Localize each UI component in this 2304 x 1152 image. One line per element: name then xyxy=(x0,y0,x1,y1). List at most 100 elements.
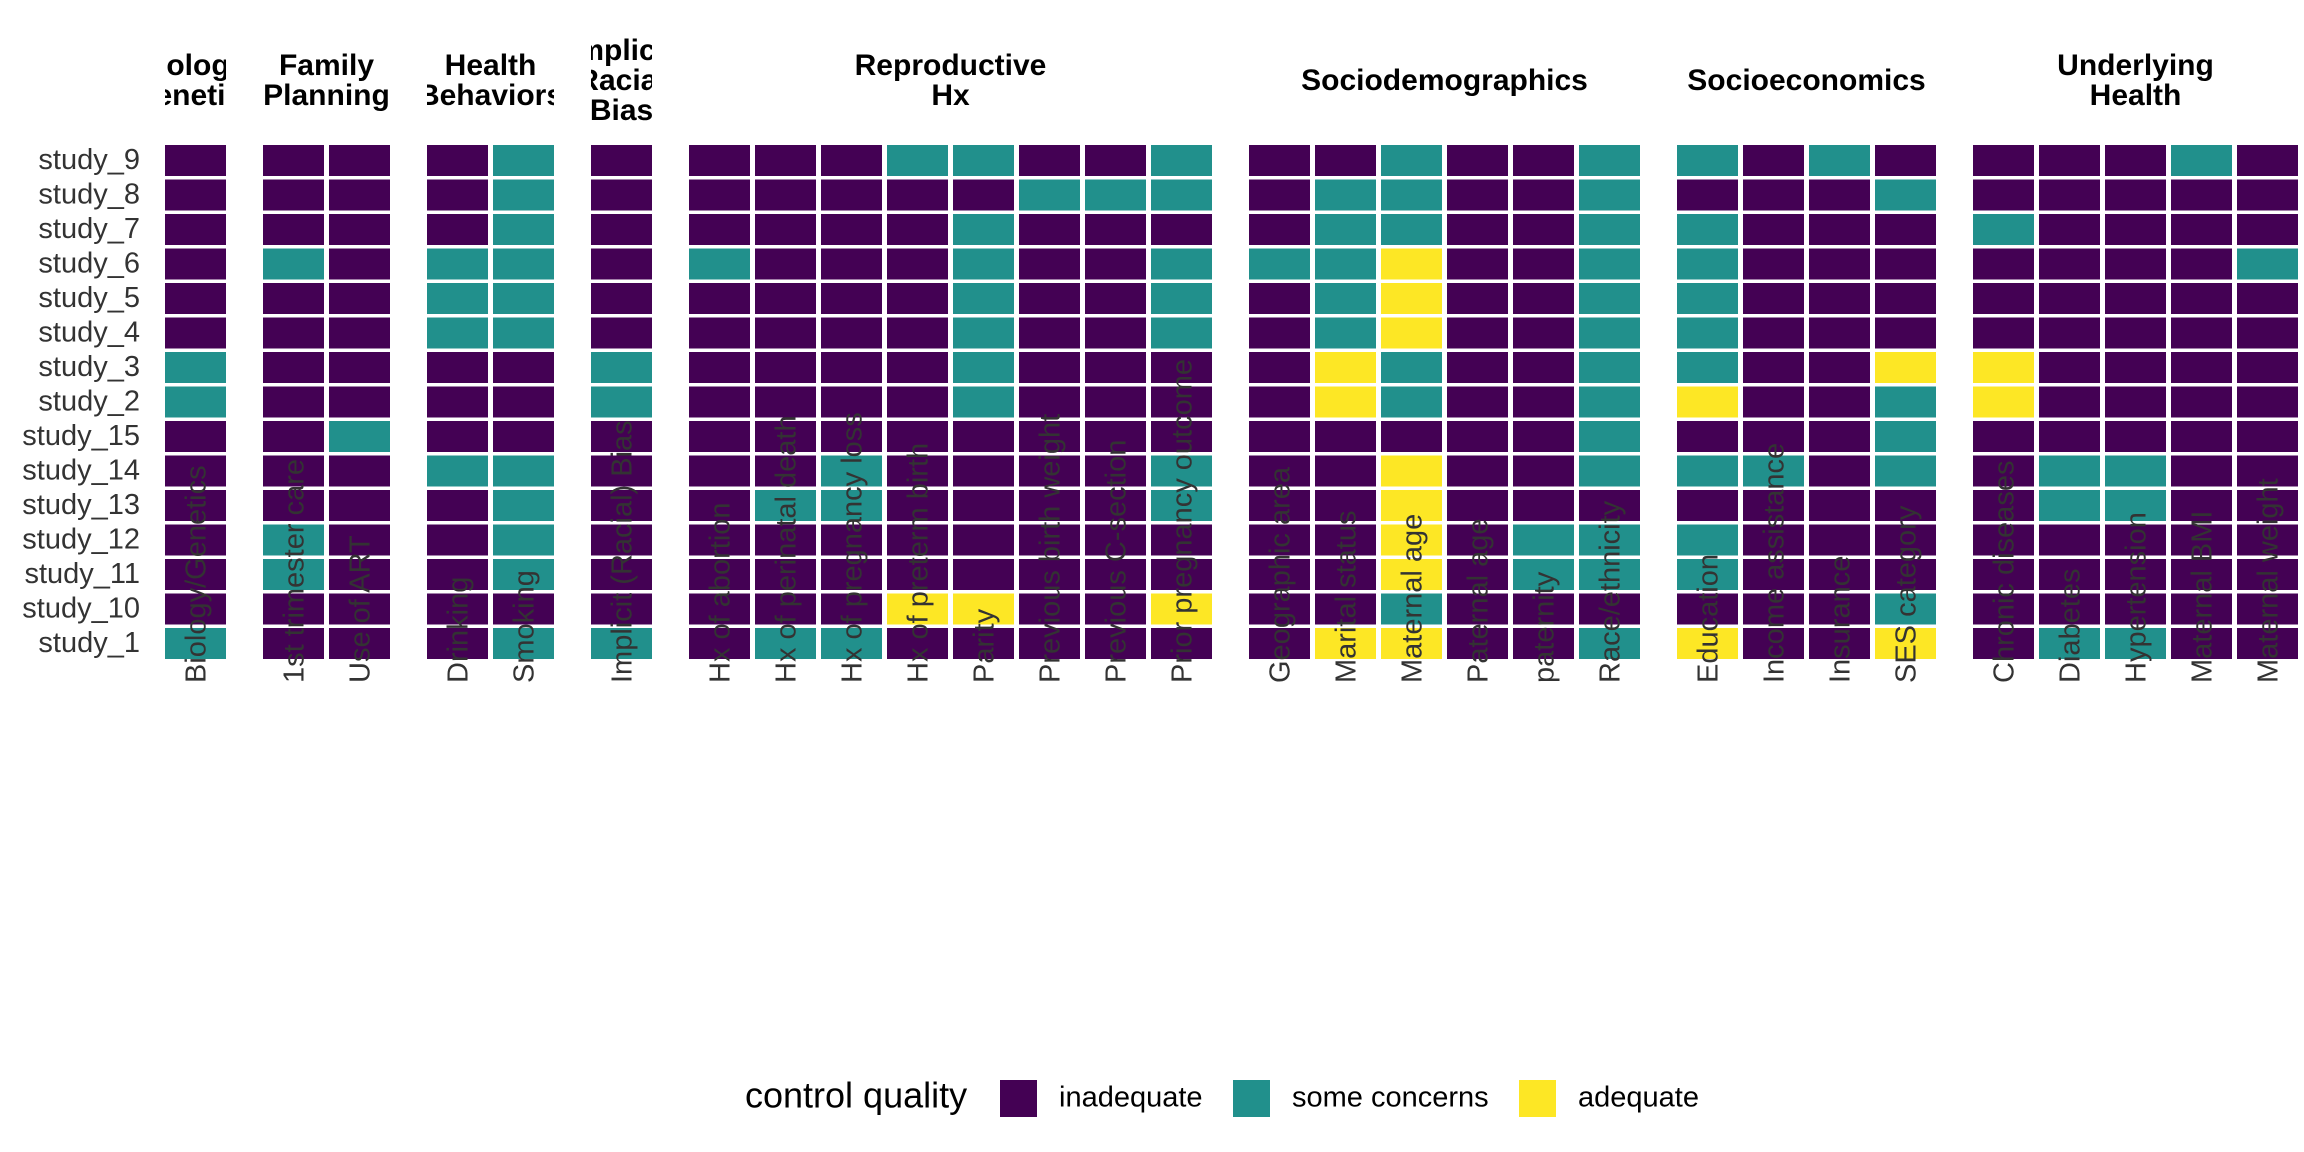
facet-title-line: Socioeconomics xyxy=(1687,64,1925,97)
heatmap-cell xyxy=(1513,214,1574,245)
heatmap-cell xyxy=(689,179,750,211)
heatmap-cell xyxy=(1249,628,1310,659)
heatmap-cell xyxy=(591,214,652,245)
heatmap-cell xyxy=(2237,593,2298,625)
heatmap-cell xyxy=(1513,524,1574,556)
heatmap-cell xyxy=(953,145,1014,176)
legend-label: inadequate xyxy=(1059,1082,1203,1114)
column-label-use-of-art: Use of ART xyxy=(345,535,377,683)
heatmap-cell xyxy=(1019,524,1080,556)
heatmap-cell xyxy=(263,248,324,280)
heatmap-cell xyxy=(1809,559,1870,590)
heatmap-cell xyxy=(591,283,652,314)
heatmap-cell xyxy=(1151,283,1212,314)
facet-title-line: Behaviors xyxy=(418,79,563,112)
heatmap-cell xyxy=(1677,317,1738,349)
heatmap-cell xyxy=(1677,352,1738,383)
heatmap-cell xyxy=(821,145,882,176)
heatmap-cell xyxy=(821,490,882,521)
heatmap-cell xyxy=(1151,455,1212,487)
facet-title-line: Genetics xyxy=(132,79,259,112)
heatmap-cell xyxy=(2039,283,2100,314)
heatmap-cell xyxy=(2237,145,2298,176)
heatmap-cell xyxy=(1513,593,1574,625)
heatmap-cell xyxy=(493,490,554,521)
heatmap-cell xyxy=(953,179,1014,211)
heatmap-cell xyxy=(1151,352,1212,383)
heatmap-cell xyxy=(493,179,554,211)
row-label: study_15 xyxy=(22,420,140,452)
heatmap-cell xyxy=(2105,455,2166,487)
facet-title-line: Family xyxy=(279,49,374,82)
heatmap-cell xyxy=(329,179,390,211)
heatmap-cell xyxy=(1315,421,1376,452)
heatmap-cell xyxy=(2039,145,2100,176)
heatmap-cell xyxy=(493,593,554,625)
heatmap-cell xyxy=(1513,455,1574,487)
column-label-hx-of-perinatal-death: Hx of perinatal death xyxy=(771,415,803,683)
heatmap-cell xyxy=(887,628,948,659)
column-label-race-ethnicity: Race/ethnicity xyxy=(1595,500,1627,683)
heatmap-cell xyxy=(591,145,652,176)
heatmap-cell xyxy=(1875,490,1936,521)
heatmap-cell xyxy=(493,145,554,176)
heatmap-cell xyxy=(2237,283,2298,314)
heatmap-cell xyxy=(1315,593,1376,625)
heatmap-cell xyxy=(755,628,816,659)
heatmap-cell xyxy=(1249,455,1310,487)
heatmap-cell xyxy=(953,421,1014,452)
heatmap-cell xyxy=(1973,145,2034,176)
heatmap-cell xyxy=(1875,352,1936,383)
heatmap-cell xyxy=(329,317,390,349)
heatmap-cell xyxy=(165,421,226,452)
heatmap-cell xyxy=(427,179,488,211)
heatmap-cell xyxy=(1447,283,1508,314)
heatmap-cell xyxy=(821,386,882,418)
heatmap-cell xyxy=(493,559,554,590)
heatmap-cell xyxy=(263,524,324,556)
facet-title-line: Hx xyxy=(931,79,970,112)
heatmap-cell xyxy=(165,283,226,314)
heatmap-cell xyxy=(165,490,226,521)
row-label: study_1 xyxy=(38,627,140,659)
heatmap-cell xyxy=(1085,179,1146,211)
heatmap-cell xyxy=(1677,145,1738,176)
heatmap-cell xyxy=(2105,248,2166,280)
heatmap-cell xyxy=(887,559,948,590)
heatmap-cell xyxy=(2171,317,2232,349)
heatmap-cell xyxy=(1019,283,1080,314)
heatmap-cell xyxy=(2039,524,2100,556)
heatmap-cell xyxy=(329,455,390,487)
row-label: study_3 xyxy=(38,351,140,383)
heatmap-cell xyxy=(427,524,488,556)
heatmap-cell xyxy=(1447,628,1508,659)
heatmap-cell xyxy=(1085,490,1146,521)
heatmap-cell xyxy=(821,352,882,383)
row-label: study_2 xyxy=(38,386,140,418)
heatmap-cell xyxy=(953,248,1014,280)
heatmap-cell xyxy=(1743,490,1804,521)
heatmap-cell xyxy=(1315,179,1376,211)
heatmap-cell xyxy=(953,317,1014,349)
heatmap-cell xyxy=(1579,179,1640,211)
heatmap-cell xyxy=(1249,352,1310,383)
heatmap-cell xyxy=(591,248,652,280)
heatmap-cell xyxy=(887,386,948,418)
heatmap-cell xyxy=(2237,317,2298,349)
heatmap-cell xyxy=(2237,248,2298,280)
heatmap-cell xyxy=(1381,317,1442,349)
heatmap-cell xyxy=(263,490,324,521)
heatmap-cell xyxy=(755,317,816,349)
heatmap-cell xyxy=(689,386,750,418)
heatmap-cell xyxy=(1151,179,1212,211)
heatmap-cell xyxy=(1381,283,1442,314)
heatmap-cell xyxy=(165,248,226,280)
heatmap-cell xyxy=(1447,317,1508,349)
heatmap-cell xyxy=(1085,455,1146,487)
facet-title: Biology/Genetics xyxy=(132,49,259,112)
heatmap-cell xyxy=(1085,524,1146,556)
row-label: study_14 xyxy=(22,455,140,487)
heatmap-cell xyxy=(1019,593,1080,625)
heatmap-cell xyxy=(2039,593,2100,625)
